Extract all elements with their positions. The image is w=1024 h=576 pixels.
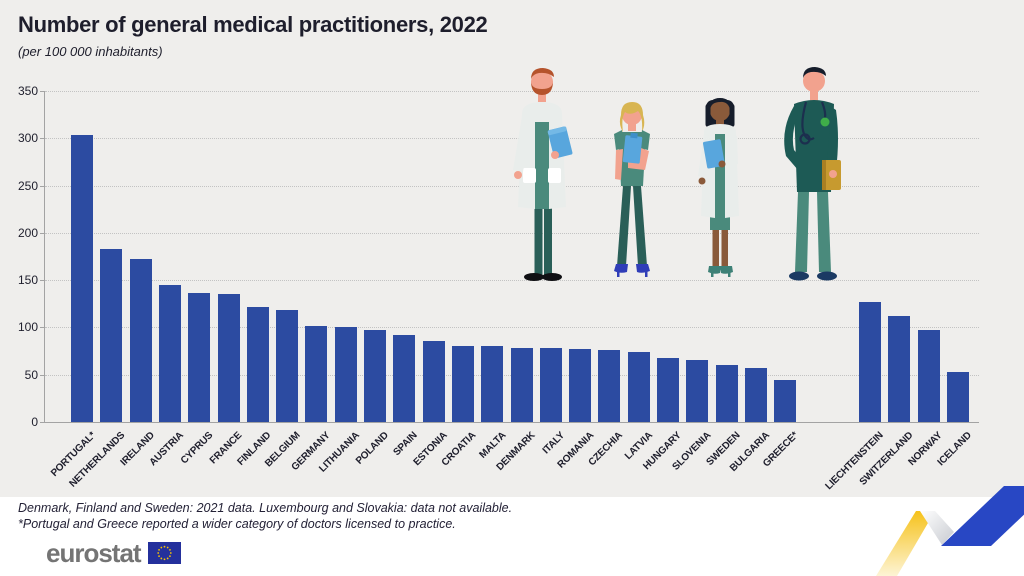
gridline-100: [45, 327, 979, 329]
bar-czechia: [598, 350, 621, 422]
bar-spain: [393, 335, 416, 422]
gridline-150: [45, 280, 979, 282]
bar-iceland: [946, 371, 969, 422]
gridline-250: [45, 185, 979, 187]
gridline-350: [45, 91, 979, 92]
bar-denmark: [510, 348, 533, 422]
y-tick-label-0: 0: [31, 415, 38, 429]
doctor-man-stethoscope-illustration: [784, 67, 841, 281]
doctor-man-white-coat-illustration: [513, 68, 573, 281]
eurostat-logo-text: eurostat: [46, 538, 142, 568]
y-tick-label-150: 150: [17, 273, 38, 288]
bar-poland: [364, 330, 386, 422]
bar-romania: [569, 349, 592, 422]
y-tick-label-100: 100: [17, 320, 38, 335]
bar-netherlands: [100, 248, 123, 422]
page-title: Number of general medical practitioners,…: [18, 12, 488, 37]
y-tick-label-250: 250: [17, 178, 38, 193]
gridline-200: [45, 232, 979, 234]
bar-france: [217, 294, 240, 422]
bar-ireland: [129, 259, 152, 422]
bar-croatia: [451, 346, 474, 422]
y-tick-0: [40, 422, 45, 423]
y-tick-200: [40, 232, 45, 234]
y-tick-label-350: 350: [17, 84, 38, 98]
bar-portugal: [71, 135, 93, 422]
bar-liechtenstein: [859, 301, 881, 422]
bar-germany: [305, 325, 328, 422]
y-tick-350: [40, 91, 45, 92]
y-tick-250: [40, 185, 45, 187]
zigzag-arrow-decoration: [876, 486, 1024, 576]
y-tick-150: [40, 280, 45, 282]
bar-cyprus: [188, 293, 211, 422]
plot-area: 0 50 100 150 200 250 300 350 PORTUGAL* NETHERLAND…: [18, 84, 979, 492]
bar-sweden: [715, 365, 738, 422]
y-tick-50: [40, 374, 45, 376]
footnote-line-1: Denmark, Finland and Sweden: 2021 data. …: [18, 501, 513, 515]
gridline-300: [45, 138, 979, 140]
bar-latvia: [627, 352, 650, 422]
y-tick-label-200: 200: [17, 225, 38, 240]
bar-greece: [774, 380, 797, 422]
bar-slovenia: [686, 359, 709, 422]
bar-lithuania: [334, 327, 357, 422]
medical-staff-illustration: [513, 67, 841, 281]
bar-estonia: [422, 340, 445, 422]
eu-flag-icon: [147, 542, 181, 564]
page-subtitle: (per 100 000 inhabitants): [18, 44, 163, 59]
bar-finland: [246, 306, 269, 422]
nurse-woman-scrubs-illustration: [614, 102, 650, 277]
y-tick-100: [40, 327, 45, 329]
y-tick-label-50: 50: [24, 367, 38, 382]
footnote-line-2: *Portugal and Greece reported a wider ca…: [18, 517, 456, 531]
bar-italy: [539, 348, 562, 422]
bar-bulgaria: [744, 368, 767, 422]
bar-malta: [481, 346, 504, 422]
y-tick-300: [40, 138, 45, 140]
bar-austria: [158, 284, 181, 422]
eurostat-logo: eurostat: [46, 540, 181, 566]
bar-hungary: [657, 357, 679, 422]
doctor-woman-white-coat-illustration: [698, 98, 739, 277]
bar-belgium: [276, 310, 299, 422]
bar-switzerland: [888, 316, 911, 422]
bar-norway: [917, 330, 940, 422]
footnote-band: Denmark, Finland and Sweden: 2021 data. …: [0, 497, 1024, 533]
y-tick-label-300: 300: [17, 131, 38, 146]
